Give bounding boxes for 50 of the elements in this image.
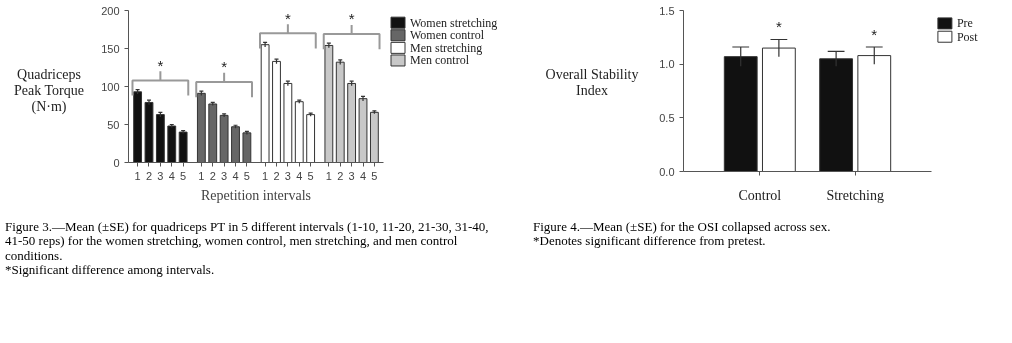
x-tick-label: 3: [157, 169, 164, 182]
annotation: *: [221, 58, 228, 76]
legend-label: Men control: [410, 53, 470, 68]
text: *Denotes significant difference from pretest.: [533, 233, 766, 249]
annotation: *: [348, 10, 355, 28]
y-tick-label: 0.0: [659, 165, 675, 178]
x-tick-label: 1: [325, 169, 332, 182]
y-tick-label: 0.5: [659, 111, 675, 124]
x-tick-label: 5: [307, 169, 314, 182]
y-axis-title: Quadriceps Peak Torque (N·m): [13, 67, 85, 116]
x-tick-label: 5: [371, 169, 378, 182]
y-tick-label: 1.0: [659, 58, 675, 71]
annotation: *: [775, 18, 782, 36]
y-tick-label: 100: [101, 80, 120, 93]
x-tick-label: 4: [232, 169, 239, 182]
x-tick-label: 1: [198, 169, 205, 182]
annotation: *: [284, 9, 291, 27]
x-tick-label: 4: [296, 169, 303, 182]
x-tick-label: 3: [221, 169, 228, 182]
y-tick-label: 150: [101, 42, 120, 55]
legend-label: Pre: [956, 16, 973, 31]
text: Figure 3.—Mean (±SE) for quadriceps PT in 5 different intervals (1-10, 11-20, 21-30, 31-40, 41-50 reps) for the women stretching, women control, men stretching, and men control conditions.: [5, 219, 489, 263]
x-tick-label: 2: [273, 169, 280, 182]
legend-label: Women control: [410, 28, 485, 43]
x-tick-label: 2: [209, 169, 216, 182]
annotation: *: [871, 25, 878, 43]
x-tick-label: 4: [359, 169, 367, 182]
x-tick-label: Stretching: [826, 187, 884, 203]
x-tick-label: Control: [738, 187, 782, 203]
y-axis-title: Overall Stability Index: [544, 67, 640, 100]
text: Figure 4.—Mean (±SE) for the OSI collapsed across sex.: [533, 219, 831, 234]
x-tick-label: 3: [348, 169, 355, 182]
x-tick-label: 2: [145, 169, 153, 182]
x-tick-label: 1: [134, 169, 141, 182]
annotation: *: [157, 56, 164, 74]
x-tick-label: 5: [180, 169, 187, 182]
y-tick-label: 50: [107, 118, 120, 131]
y-tick-label: 200: [101, 4, 120, 17]
legend-label: Post: [956, 29, 979, 44]
text: *Significant difference among intervals.: [5, 261, 215, 277]
x-tick-label: 5: [243, 169, 250, 182]
y-tick-label: 1.5: [659, 4, 675, 17]
legend-label: Women stretching: [410, 15, 498, 30]
x-tick-label: 3: [284, 169, 291, 182]
x-tick-label: 4: [168, 169, 175, 182]
x-tick-label: 2: [337, 169, 344, 182]
y-tick-label: 0: [113, 156, 120, 169]
x-tick-label: 1: [262, 169, 269, 182]
legend-label: Men stretching: [410, 40, 483, 55]
x-axis-title: Repetition intervals: [200, 187, 312, 203]
